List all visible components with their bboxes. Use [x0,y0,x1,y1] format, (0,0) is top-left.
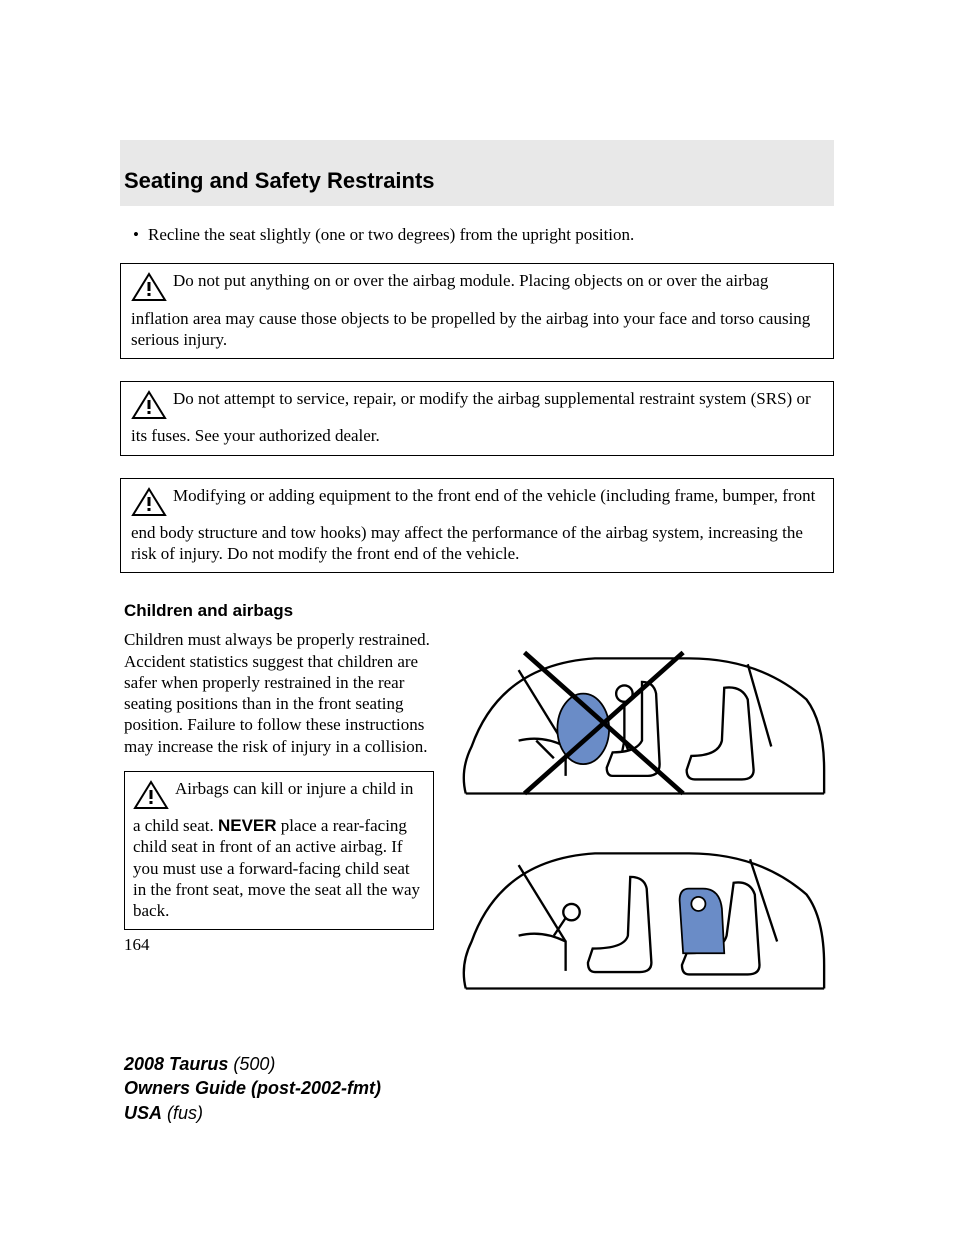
warning-box-3: Modifying or adding equipment to the fro… [120,478,834,574]
footer-region-code: (fus) [162,1103,203,1123]
manual-page: Seating and Safety Restraints • Recline … [0,0,954,1235]
right-column-illustrations [454,629,830,1000]
inline-warning-box: Airbags can kill or injure a child in a … [124,771,434,931]
section-title: Seating and Safety Restraints [120,168,834,194]
warning-triangle-icon [131,272,167,307]
footer-line-1: 2008 Taurus (500) [124,1052,381,1076]
children-paragraph: Children must always be properly restrai… [124,629,434,757]
warning-text-2: Do not attempt to service, repair, or mo… [131,389,811,445]
subheading-children-airbags: Children and airbags [120,601,834,621]
page-number: 164 [124,935,150,955]
bullet-item: • Recline the seat slightly (one or two … [120,224,834,245]
footer-block: 2008 Taurus (500) Owners Guide (post-200… [124,1052,381,1125]
warning-box-1: Do not put anything on or over the airba… [120,263,834,359]
warning-triangle-icon [131,487,167,522]
illustration-incorrect-front-seat [454,629,830,805]
footer-guide: Owners Guide (post-2002-fmt) [124,1078,381,1098]
warning-text-1: Do not put anything on or over the airba… [131,271,810,349]
warning-box-2: Do not attempt to service, repair, or mo… [120,381,834,456]
left-column: Children must always be properly restrai… [124,629,434,1000]
footer-line-3: USA (fus) [124,1101,381,1125]
warning-text-3: Modifying or adding equipment to the fro… [131,486,815,564]
two-column-section: Children must always be properly restrai… [120,629,834,1000]
bullet-marker: • [124,224,148,245]
footer-region: USA [124,1103,162,1123]
illustration-correct-rear-seat [454,824,830,1000]
never-emphasis: NEVER [218,816,277,835]
footer-model: 2008 Taurus [124,1054,228,1074]
footer-code: (500) [228,1054,275,1074]
footer-line-2: Owners Guide (post-2002-fmt) [124,1076,381,1100]
warning-triangle-icon [133,780,169,815]
bullet-text: Recline the seat slightly (one or two de… [148,224,830,245]
warning-triangle-icon [131,390,167,425]
section-header: Seating and Safety Restraints [120,140,834,206]
